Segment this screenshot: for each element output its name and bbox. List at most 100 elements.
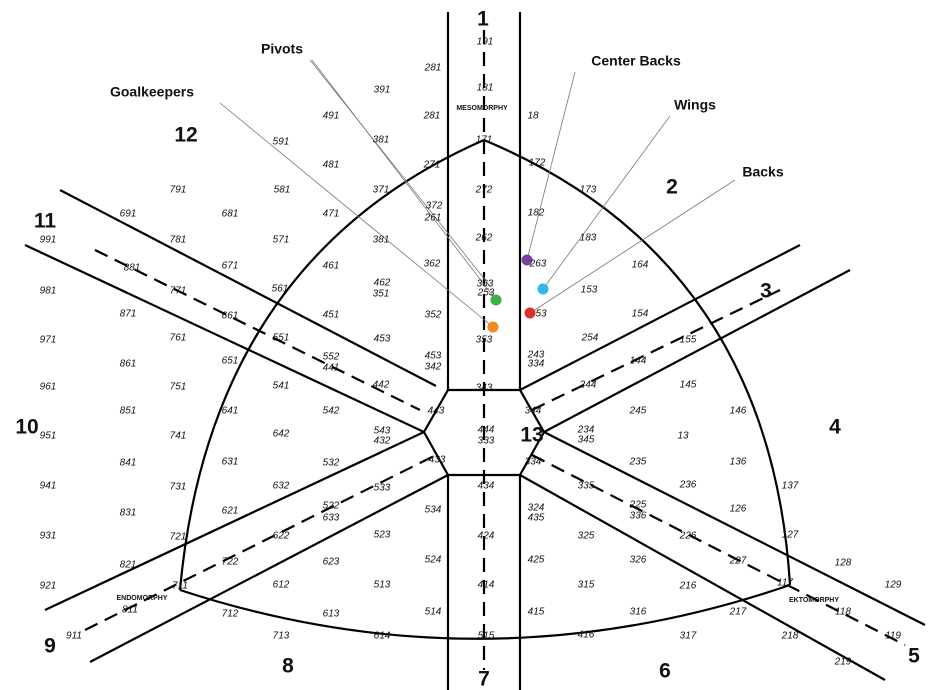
somatotype-code: 416 (578, 630, 595, 641)
backs-dot (524, 307, 536, 319)
somatotype-code: 713 (273, 631, 290, 642)
somatotype-code: 551 (273, 333, 290, 344)
somatotype-code: 631 (222, 457, 239, 468)
somatotype-code: 263 (529, 259, 547, 270)
somatotype-code: 461 (323, 261, 340, 272)
somatotype-code: 281 (424, 63, 442, 74)
somatotype-code: 227 (729, 556, 747, 567)
somatotype-code: 761 (170, 333, 187, 344)
somatotype-code: 219 (834, 657, 852, 668)
somatotype-code: 245 (629, 406, 647, 417)
somatotype-code: 119 (885, 631, 901, 642)
somatotype-code: 442 (373, 380, 390, 391)
position-label: Backs (742, 164, 783, 180)
somatotype-code: 881 (124, 263, 141, 274)
somatotype-code: 126 (730, 504, 747, 515)
somatotype-code: 182 (528, 208, 545, 219)
somatotype-code: 236 (679, 480, 697, 491)
somatotype-code: 721 (170, 532, 187, 543)
sector-number: 6 (659, 660, 671, 683)
somatotype-code: 462 (374, 278, 391, 289)
somatotype-code: 481 (323, 160, 340, 171)
somatotype-code: 533 (374, 483, 391, 494)
somatotype-code: 272 (475, 185, 493, 196)
sector-number: 4 (829, 416, 841, 439)
somatotype-code: 513 (374, 580, 391, 591)
somatotype-code: 173 (580, 185, 597, 196)
somatotype-code: 363 (477, 279, 494, 290)
somatotype-code: 471 (323, 209, 340, 220)
sector-number: 8 (282, 655, 294, 678)
somatotype-code: 931 (40, 531, 57, 542)
somatotype-code: 981 (40, 286, 57, 297)
leader-lines (219, 59, 736, 328)
somatotype-code: 731 (170, 482, 187, 493)
somatotype-code: 711 (172, 581, 188, 592)
somatotype-code: 281 (423, 111, 441, 122)
somatotype-code: 345 (578, 435, 595, 446)
sector-number: 10 (15, 416, 38, 439)
somatotype-code: 334 (528, 359, 545, 370)
somatotype-code: 632 (273, 481, 290, 492)
somatotype-code: 352 (425, 310, 442, 321)
somatotype-code: 243 (527, 350, 545, 361)
markers (487, 254, 549, 333)
somatotype-code: 381 (373, 235, 390, 246)
somatotype-code: 415 (528, 607, 545, 618)
somatotype-code: 261 (424, 213, 442, 224)
sector-number: 11 (34, 210, 57, 233)
somatotype-code: 117 (777, 578, 793, 589)
somatotype-code: 326 (630, 555, 647, 566)
somatotype-code: 424 (478, 531, 495, 542)
pivots-dot (490, 294, 502, 306)
somatotype-code: 911 (66, 631, 82, 642)
somatotype-label: MESOMORPHY (456, 105, 508, 112)
somatotype-code: 861 (120, 359, 137, 370)
wings-dot (537, 283, 549, 295)
somatotype-code: 13 (677, 431, 689, 442)
somatotype-code: 333 (478, 436, 495, 447)
somatotype-code: 371 (373, 185, 390, 196)
somatotype-code: 623 (323, 557, 340, 568)
somatotype-code: 941 (40, 481, 57, 492)
somatotype-code: 315 (578, 580, 595, 591)
somatotype-code: 343 (476, 383, 493, 394)
somatotype-code: 218 (781, 631, 799, 642)
somatotype-code: 571 (273, 235, 290, 246)
position-label: Wings (674, 97, 716, 113)
somatotype-code: 154 (632, 309, 649, 320)
somatotype-code: 613 (323, 609, 340, 620)
somatotype-code: 991 (40, 235, 57, 246)
somatotype-code: 136 (730, 457, 747, 468)
somatotype-code: 951 (40, 431, 57, 442)
somatotype-code: 53 (535, 309, 547, 320)
somatotype-code: 541 (273, 381, 290, 392)
somatotype-code: 353 (476, 335, 493, 346)
somatotype-code: 971 (40, 335, 57, 346)
somatotype-code: 342 (425, 362, 442, 373)
somatotype-code: 414 (478, 580, 495, 591)
somatotype-code: 127 (782, 530, 799, 541)
somatotype-code: 523 (374, 530, 391, 541)
somatotype-code: 271 (423, 160, 441, 171)
somatotype-code: 441 (323, 363, 340, 374)
somatotype-code: 771 (170, 286, 187, 297)
somatotype-code: 432 (374, 436, 391, 447)
somatotype-code: 335 (578, 481, 595, 492)
somatotype-code: 217 (729, 607, 747, 618)
somatotype-code: 235 (629, 457, 647, 468)
goalkeepers-dot (487, 321, 499, 333)
somatotype-code: 791 (170, 185, 187, 196)
somatotype-code: 137 (782, 481, 799, 492)
somatotype-code: 453 (425, 351, 442, 362)
somatotype-code: 811 (122, 605, 138, 616)
somatotype-code: 515 (478, 631, 495, 642)
somatotype-code: 372 (426, 201, 443, 212)
somatotype-code: 155 (680, 335, 697, 346)
somatotype-code: 362 (424, 259, 441, 270)
somatotype-code: 453 (374, 334, 391, 345)
somatotype-label: ENDOMORPHY (117, 595, 168, 602)
somatotype-code: 244 (579, 380, 597, 391)
somatotype-code: 532 (323, 458, 340, 469)
